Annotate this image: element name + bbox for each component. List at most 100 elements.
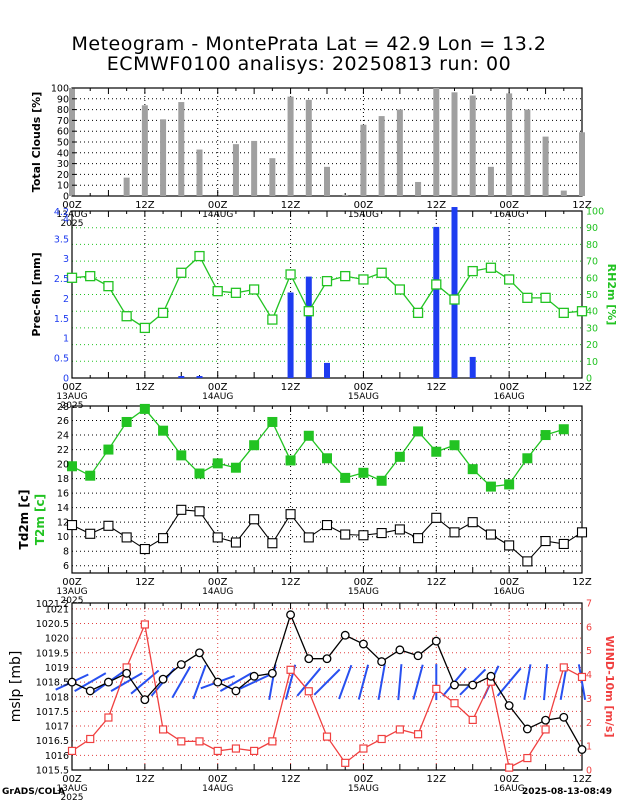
cloud-bar	[560, 190, 567, 196]
wind-barb	[110, 672, 143, 692]
y-tick-label: 80	[57, 105, 69, 116]
t2m-point	[322, 453, 332, 464]
rh-point	[267, 314, 278, 325]
mslp-point	[559, 712, 569, 722]
y-tick-label: 1017.5	[36, 707, 69, 718]
mslp-point	[158, 674, 168, 684]
rh-line	[71, 255, 583, 329]
y-tick-label: 2	[63, 294, 69, 305]
x-tick-label: 00Z	[62, 200, 82, 211]
td2m-point	[449, 527, 460, 538]
y-tick-label: 26	[57, 416, 69, 427]
t2m-point	[504, 479, 515, 490]
y-tick-label: 10	[57, 532, 69, 543]
mslp-point	[249, 671, 259, 681]
rh-point	[285, 269, 296, 280]
mslp-point	[304, 654, 314, 664]
wind-point	[268, 737, 277, 746]
y-tick-label: 0	[63, 374, 69, 385]
t2m-point	[194, 468, 205, 479]
y-tick-label: 90	[57, 94, 69, 105]
wind-barb	[219, 672, 253, 692]
rh-point	[248, 284, 260, 295]
y2-tick-label: 10	[586, 357, 598, 368]
x-date-label: 15AUG	[348, 392, 379, 402]
y-tick-label: 1016.5	[36, 736, 69, 747]
rh-point	[66, 272, 78, 283]
y-tick-label: 100	[51, 84, 69, 95]
t2m-point	[139, 403, 150, 414]
y2-tick-label: 7	[586, 599, 592, 610]
x-tick-label: 12Z	[572, 774, 592, 785]
wind-point	[468, 715, 477, 725]
wind-barb	[412, 664, 424, 700]
mslp-point	[377, 657, 387, 667]
mslp-point	[231, 686, 241, 696]
t2m-point	[376, 475, 387, 486]
title-line-2: ECMWF0100 analisys: 20250813 run: 00	[106, 53, 512, 75]
td2m-point	[413, 533, 424, 544]
y2-tick-label: 60	[586, 273, 598, 284]
td2m-point	[576, 527, 588, 538]
x-date-label: 13AUG	[56, 392, 87, 402]
y-tick-label: 4	[63, 214, 69, 225]
td2m-point	[139, 543, 150, 555]
wind-point	[359, 744, 368, 753]
y-tick-label: 20	[57, 170, 69, 181]
td2m-point	[66, 520, 78, 531]
td2m-point	[212, 532, 223, 543]
wind-point	[413, 730, 423, 739]
cloud-bar	[305, 99, 312, 196]
mslp-point	[486, 671, 496, 681]
cloud-bar	[141, 105, 148, 196]
wind-point	[231, 744, 241, 753]
mslp-point	[577, 745, 587, 754]
x-date-label: 14AUG	[202, 587, 233, 597]
y-tick-label: 30	[57, 159, 69, 170]
wind-point	[523, 753, 532, 763]
y2-tick-label: 1	[586, 742, 592, 753]
cloud-bar	[160, 119, 167, 196]
y-tick-label: 60	[57, 127, 69, 138]
mslp-point	[122, 668, 132, 678]
y-tick-label: 0	[63, 192, 69, 203]
x-date-label: 15AUG	[348, 784, 379, 794]
mslp-point	[504, 701, 514, 710]
td2m-point	[340, 529, 351, 540]
x-tick-label: 12Z	[281, 382, 301, 393]
mslp-point	[195, 648, 204, 658]
y-tick-label: 3	[63, 254, 69, 265]
x-tick-label: 12Z	[572, 577, 592, 588]
mslp-point	[176, 660, 186, 669]
rh-point	[449, 294, 460, 305]
precip-bar	[178, 376, 185, 378]
y2-tick-label: 5	[586, 646, 592, 657]
wind-point	[577, 672, 587, 682]
y2-tick-label: 90	[586, 223, 598, 234]
x-tick-label: 00Z	[499, 200, 519, 211]
cloud-bar	[123, 177, 130, 196]
y2-tick-label: 0	[586, 766, 592, 777]
td2m-point	[467, 517, 478, 528]
x-tick-label: 12Z	[426, 774, 446, 785]
precip-bar	[287, 292, 294, 378]
mslp-point	[522, 724, 532, 734]
wind-barb	[523, 664, 532, 701]
mslp-point	[468, 680, 478, 690]
t2m-point	[394, 451, 405, 462]
td2m-point	[376, 528, 387, 539]
chart-title: Meteogram - MontePrata Lat = 42.9 Lon = …	[0, 34, 618, 74]
title-line-1: Meteogram - MontePrata Lat = 42.9 Lon = …	[71, 33, 547, 55]
x-tick-label: 12Z	[135, 577, 155, 588]
td2m-point	[121, 532, 132, 543]
rh-point	[485, 262, 497, 273]
cloud-bar	[178, 102, 185, 196]
y-tick-label: 20	[57, 460, 69, 471]
y2-tick-label: 100	[586, 207, 604, 218]
wind-point	[304, 687, 313, 696]
mslp-point	[413, 651, 423, 661]
rh-point	[431, 279, 442, 290]
y-tick-label: 1017	[45, 722, 69, 733]
x-tick-label: 00Z	[208, 774, 228, 785]
y2-tick-label: 20	[586, 340, 598, 351]
